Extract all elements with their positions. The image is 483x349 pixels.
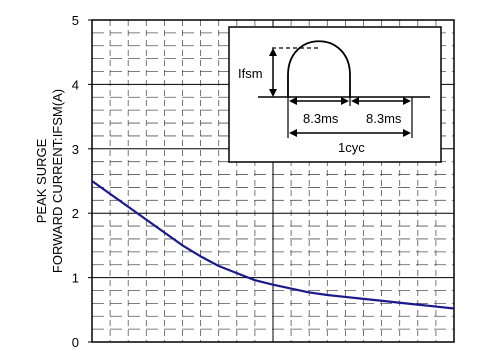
cycle-arrow-left: [289, 129, 297, 137]
half1-label: 8.3ms: [303, 111, 339, 126]
ifsm-label: Ifsm: [238, 66, 263, 81]
y-tick-label: 0: [72, 335, 79, 349]
half1-arrow-right: [341, 97, 349, 105]
half-sine-pulse: [287, 40, 351, 97]
ifsm-arrow-down-head: [269, 89, 277, 97]
cycle-label: 1cyc: [338, 140, 365, 155]
half2-arrow-left: [351, 97, 359, 105]
y-axis-label-line-2: FORWARD CURRENT:IFSM(A): [50, 89, 65, 273]
y-tick-label: 1: [72, 271, 79, 286]
ifsm-arrow-up-head: [269, 48, 277, 56]
half2-arrow-right: [403, 97, 411, 105]
y-tick-label: 2: [72, 206, 79, 221]
cycle-arrow-right: [403, 129, 411, 137]
series-line: [91, 180, 455, 310]
half1-arrow-left: [289, 97, 297, 105]
y-axis-label-line-1: PEAK SURGE: [34, 138, 49, 223]
waveform-inset: Ifsm 8.3ms 8.3ms 1cyc: [228, 26, 442, 163]
series-group: [91, 180, 455, 310]
y-tick-label: 4: [72, 77, 79, 92]
y-axis-ticks: 0 1 2 3 4 5: [72, 13, 92, 349]
y-tick-label: 5: [72, 13, 79, 28]
half2-label: 8.3ms: [366, 111, 402, 126]
y-tick-label: 3: [72, 142, 79, 157]
inset-frame: [228, 26, 442, 163]
